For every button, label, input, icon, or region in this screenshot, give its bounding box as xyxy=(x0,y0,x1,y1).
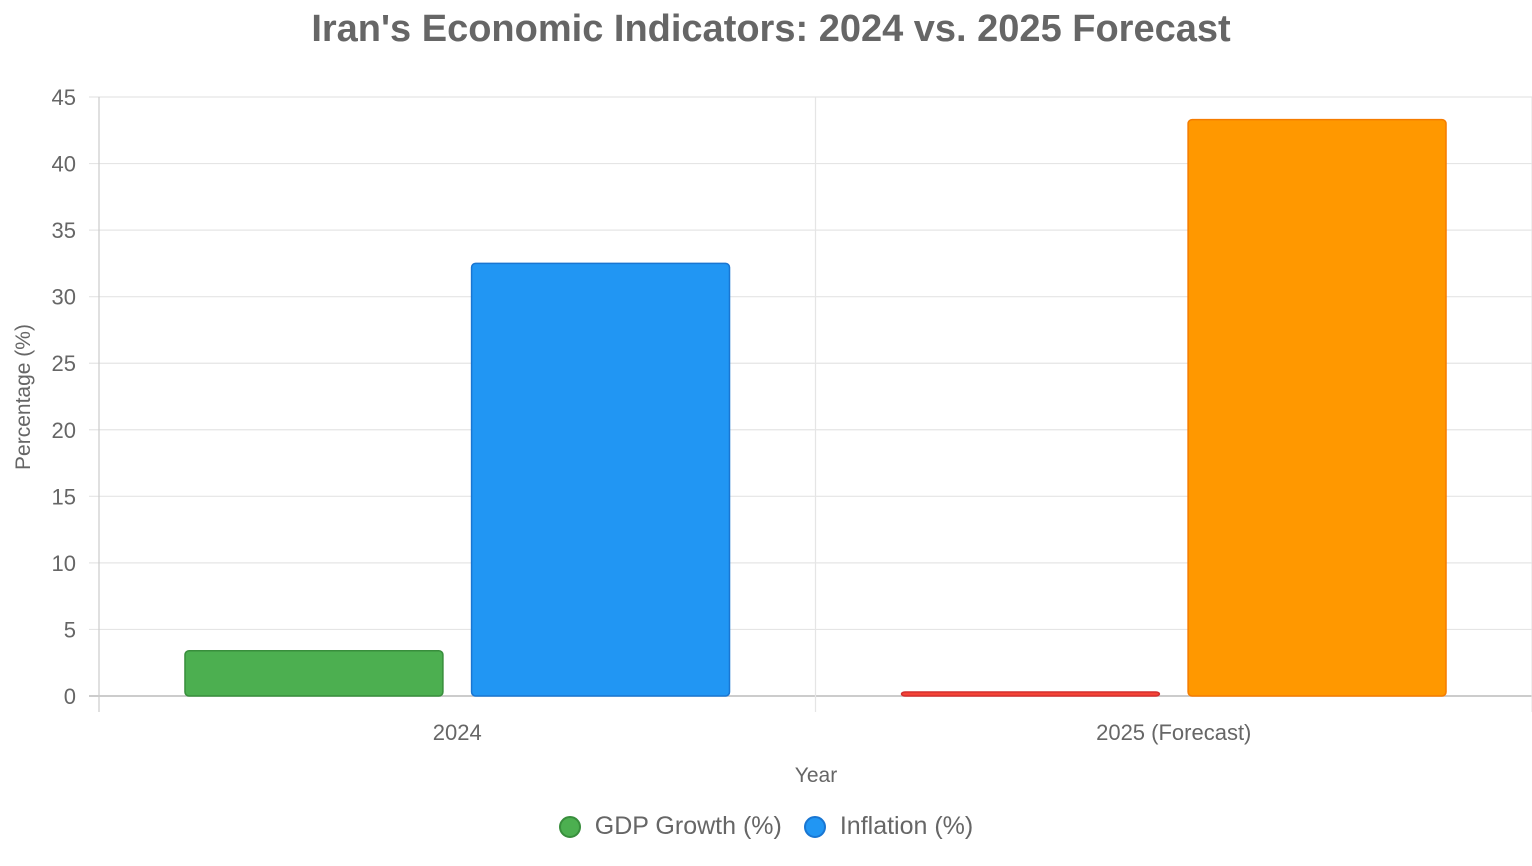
legend-swatch xyxy=(558,815,581,838)
y-tick-label: 20 xyxy=(52,418,76,443)
x-tick-label: 2025 (Forecast) xyxy=(1096,720,1251,745)
legend-label: Inflation (%) xyxy=(839,812,974,840)
x-axis-title: Year xyxy=(795,764,837,787)
chart-title: Iran's Economic Indicators: 2024 vs. 202… xyxy=(311,8,1231,50)
y-tick-label: 40 xyxy=(52,152,76,177)
grid-lines xyxy=(89,96,1532,712)
x-tick-label: 2024 xyxy=(433,720,482,745)
y-tick-label: 0 xyxy=(64,684,76,709)
y-tick-label: 45 xyxy=(52,85,76,110)
legend-item[interactable]: GDP Growth (%) xyxy=(558,812,782,841)
bar-inflation-1[interactable] xyxy=(1187,118,1447,697)
y-tick-label: 35 xyxy=(52,218,76,243)
bar-gdp-growth-1[interactable] xyxy=(900,691,1161,697)
y-tick-label: 25 xyxy=(52,351,76,376)
y-tick-label: 15 xyxy=(52,484,76,509)
y-tick-label: 10 xyxy=(52,551,76,576)
y-tick-label: 30 xyxy=(52,285,76,310)
legend-item[interactable]: Inflation (%) xyxy=(803,812,974,841)
legend-label: GDP Growth (%) xyxy=(594,812,782,840)
y-axis-title: Percentage (%) xyxy=(12,324,35,470)
axes: 0 5 10 15 20 25 30 35 40 45 2024 2025 (Forecast) xyxy=(52,85,1252,745)
bar-gdp-growth-0[interactable] xyxy=(184,649,444,697)
y-tick-label: 5 xyxy=(64,617,76,642)
bars xyxy=(184,118,1447,697)
legend-swatch xyxy=(803,815,826,838)
bar-inflation-0[interactable] xyxy=(470,262,731,697)
legend: GDP Growth (%) Inflation (%) xyxy=(0,812,1532,841)
